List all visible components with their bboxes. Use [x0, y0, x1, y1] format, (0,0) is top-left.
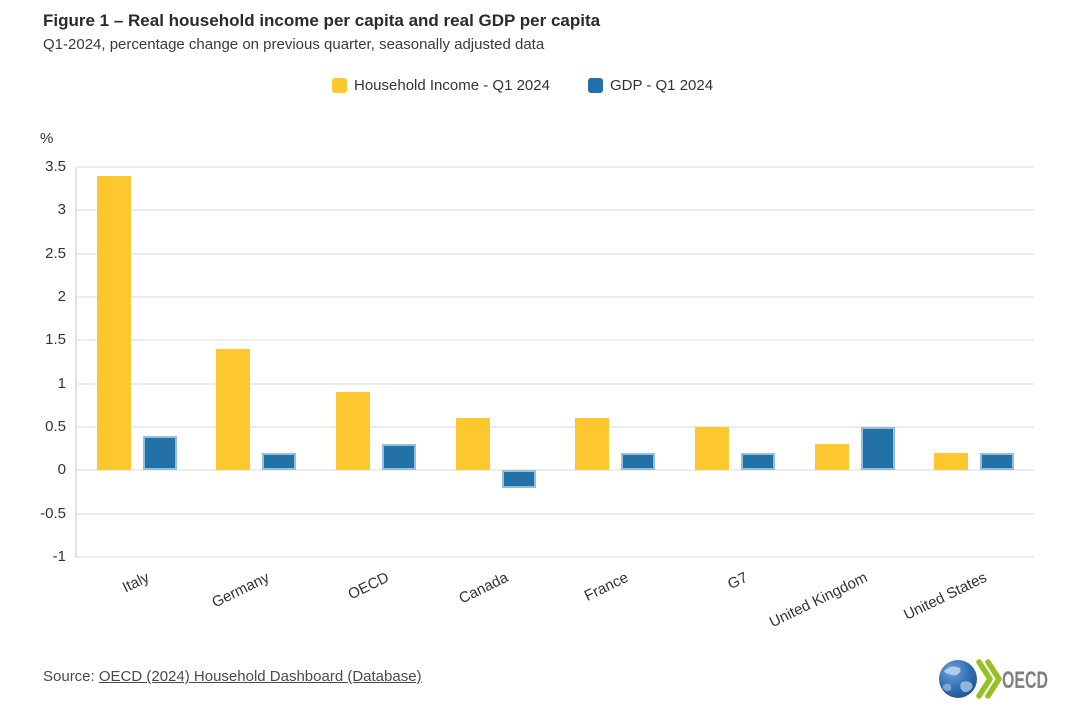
y-tick-label: 2.5	[45, 244, 66, 262]
y-tick-label: 1	[57, 374, 66, 392]
gridline	[77, 339, 1034, 342]
bar	[336, 392, 371, 471]
legend-swatch-gdp-icon	[587, 78, 603, 93]
y-axis-unit-label: %	[40, 130, 54, 147]
legend: Household Income - Q1 2024 GDP - Q1 2024	[332, 77, 713, 94]
gridline	[77, 252, 1034, 255]
y-tick-label: -1	[52, 548, 66, 565]
bar	[980, 453, 1015, 471]
figure-subtitle: Q1-2024, percentage change on previous q…	[43, 36, 545, 53]
gridline	[77, 512, 1034, 515]
gridline	[77, 382, 1034, 385]
figure-title: Figure 1 – Real household income per cap…	[43, 11, 601, 30]
bar	[142, 435, 177, 471]
x-axis-label: France	[581, 569, 631, 605]
x-axis-label: Germany	[208, 569, 272, 612]
bar	[575, 418, 610, 471]
gridline	[77, 469, 1034, 472]
bar	[262, 453, 297, 471]
y-tick-label: 1.5	[45, 331, 66, 349]
x-axis-label: Italy	[120, 569, 153, 597]
legend-label-household-income: Household Income - Q1 2024	[354, 77, 550, 94]
x-axis-label: G7	[724, 569, 751, 594]
plot-area	[77, 166, 1034, 558]
y-tick-label: 0.5	[45, 418, 66, 435]
y-tick-label: -0.5	[40, 504, 66, 522]
bar	[96, 175, 131, 471]
x-axis-label: OECD	[345, 569, 392, 604]
chevrons-icon	[976, 659, 1002, 699]
bar	[216, 349, 251, 471]
y-axis-line	[75, 167, 77, 558]
legend-item-gdp[interactable]: GDP - Q1 2024	[587, 77, 714, 94]
oecd-logo: OECD	[939, 659, 1048, 699]
oecd-logo-text: OECD	[1002, 667, 1048, 694]
y-tick-label: 2	[57, 288, 66, 305]
source-line: Source: OECD (2024) Household Dashboard …	[43, 668, 422, 685]
bar	[814, 444, 849, 471]
legend-label-gdp: GDP - Q1 2024	[609, 77, 714, 94]
gridline	[77, 296, 1034, 298]
x-axis-label: Canada	[456, 569, 512, 608]
gridline	[77, 426, 1034, 428]
x-axis-label: United States	[901, 569, 990, 624]
source-link[interactable]: OECD (2024) Household Dashboard (Databas…	[98, 668, 422, 685]
gridline	[77, 556, 1034, 558]
legend-item-household-income[interactable]: Household Income - Q1 2024	[332, 77, 550, 94]
bar	[501, 470, 536, 488]
bar	[934, 453, 969, 471]
bar	[455, 418, 490, 471]
x-axis-label: United Kingdom	[766, 569, 871, 632]
bar	[382, 444, 417, 471]
y-tick-label: 0	[57, 461, 66, 479]
source-prefix: Source:	[43, 668, 99, 685]
bar	[694, 427, 729, 471]
legend-swatch-household-income-icon	[332, 78, 347, 93]
gridline	[77, 209, 1034, 212]
bar	[740, 453, 775, 471]
y-tick-label: 3	[57, 201, 66, 219]
bar	[621, 453, 656, 471]
gridline	[77, 166, 1034, 168]
bar	[860, 427, 895, 471]
y-tick-label: 3.5	[45, 158, 66, 175]
globe-icon	[939, 660, 977, 698]
